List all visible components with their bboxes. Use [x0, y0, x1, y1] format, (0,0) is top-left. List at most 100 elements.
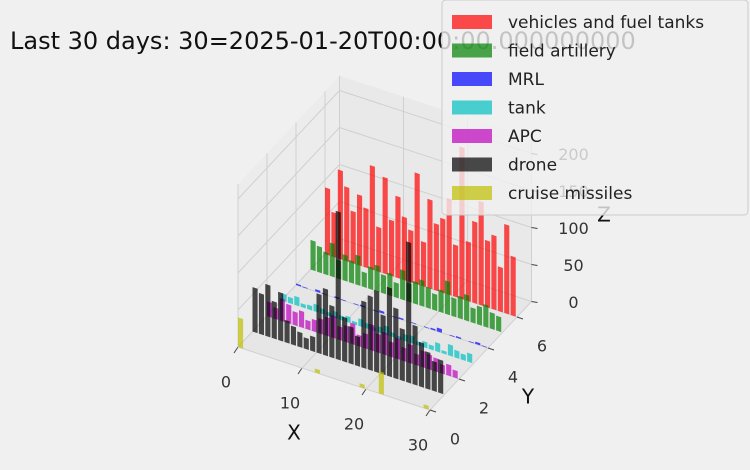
bar — [472, 220, 478, 304]
grid-line — [237, 90, 340, 200]
bar — [329, 242, 335, 278]
legend-swatch — [452, 72, 492, 86]
bar — [464, 294, 470, 322]
bar — [252, 287, 258, 334]
legend-label: cruise missiles — [508, 184, 632, 204]
bar — [395, 195, 401, 279]
bar — [453, 244, 459, 298]
bar — [350, 210, 356, 265]
bar — [359, 383, 365, 389]
bar — [468, 340, 474, 344]
bar — [430, 327, 436, 331]
y-tick-label: 2 — [479, 399, 489, 418]
bar — [438, 359, 444, 395]
bar — [425, 351, 431, 390]
legend-swatch — [452, 129, 492, 143]
bar — [398, 317, 404, 321]
x-tick — [233, 346, 239, 354]
z-tick-label: 0 — [568, 293, 578, 312]
bar — [460, 353, 466, 361]
legend-swatch — [452, 186, 492, 200]
legend-swatch — [452, 15, 492, 29]
bar — [271, 300, 277, 340]
bar — [302, 286, 308, 289]
bar — [446, 363, 452, 377]
bar — [363, 207, 369, 269]
bar — [368, 266, 374, 291]
bar — [489, 312, 495, 330]
bar — [354, 335, 361, 367]
bar — [483, 304, 489, 328]
bar — [399, 328, 405, 382]
bar — [476, 305, 483, 326]
bar — [447, 344, 454, 357]
bar — [510, 255, 516, 317]
bar — [419, 279, 425, 307]
bar — [290, 325, 297, 346]
bar — [431, 360, 437, 392]
bar — [454, 349, 460, 359]
bar — [433, 223, 439, 292]
bar — [425, 286, 431, 309]
y-tick — [458, 378, 466, 382]
bar — [311, 318, 317, 333]
left-pane — [238, 75, 340, 347]
bar — [286, 303, 292, 324]
bar — [393, 282, 399, 299]
bar — [456, 336, 462, 340]
bar — [307, 304, 313, 311]
bar — [323, 251, 329, 276]
y-tick-label: 0 — [450, 430, 460, 449]
bar — [470, 307, 476, 324]
bar — [348, 326, 354, 365]
x-tick-label: 10 — [280, 394, 300, 413]
bar — [504, 224, 510, 315]
bar — [478, 200, 484, 307]
bar — [340, 298, 346, 302]
bar — [367, 295, 373, 371]
bar — [428, 344, 434, 351]
legend-label: MRL — [508, 70, 544, 90]
y-tick-label: 6 — [537, 337, 547, 356]
legend-swatch — [452, 100, 492, 115]
bar — [297, 331, 303, 348]
bar — [322, 288, 329, 357]
bar — [265, 283, 271, 338]
bar — [316, 245, 323, 274]
bar — [348, 259, 355, 284]
bar — [357, 194, 363, 267]
bar — [342, 316, 348, 363]
bar — [335, 210, 341, 361]
bar — [369, 165, 375, 271]
z-tick-label: 100 — [558, 219, 589, 238]
legend-label: drone — [508, 156, 557, 176]
legend-label: field artillery — [508, 42, 616, 62]
bar — [379, 310, 385, 314]
bar — [299, 310, 305, 329]
bar — [386, 286, 393, 378]
bar — [497, 266, 503, 313]
bar — [418, 341, 425, 388]
legend-label: tank — [508, 99, 546, 119]
bar — [435, 342, 441, 353]
bar — [314, 368, 320, 374]
bar — [284, 319, 290, 344]
bar — [452, 369, 458, 379]
bar — [444, 280, 451, 316]
x-tick — [425, 409, 431, 417]
x-tick-label: 0 — [221, 373, 231, 392]
bar — [382, 176, 388, 275]
legend: vehicles and fuel tanks field artillery MR… — [441, 0, 749, 216]
y-tick — [429, 409, 437, 413]
bar — [436, 327, 442, 333]
bar — [393, 307, 399, 380]
bar — [329, 304, 335, 359]
bar — [440, 217, 446, 294]
bar — [467, 352, 473, 364]
z-tick-label: 50 — [563, 256, 583, 275]
bar — [374, 264, 380, 293]
bar — [353, 303, 359, 306]
bar — [412, 324, 418, 386]
bar — [294, 295, 300, 307]
